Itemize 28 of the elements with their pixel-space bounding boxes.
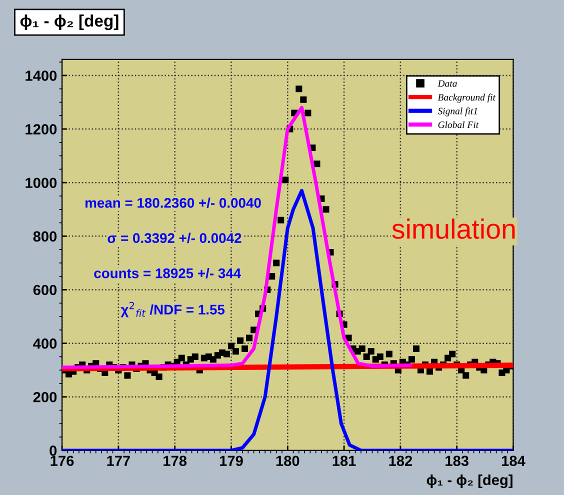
y-tick-label: 1200: [26, 124, 57, 134]
y-tick-label: 1400: [26, 70, 57, 81]
annotation: χ$^{2}$$_{fit}$ /NDF = 1.55: [120, 302, 225, 318]
y-tick-label: 800: [33, 231, 57, 242]
y-tick-label: 600: [33, 284, 57, 296]
chart-title: ϕ₁ - ϕ₂ [deg]: [20, 14, 118, 30]
annotation: mean = 180.2360 +/- 0.0040: [86, 198, 261, 208]
x-tick-label: 181: [332, 456, 356, 466]
x-tick-label: 184: [502, 456, 526, 466]
y-tick-label: 1000: [26, 178, 57, 188]
y-tick-label: 0: [50, 446, 57, 456]
legend-label: Global Fit: [438, 121, 479, 128]
x-tick-label: 178: [164, 456, 187, 466]
x-tick-label: 183: [446, 456, 468, 466]
legend-label: Signal fit1: [438, 107, 477, 116]
y-tick-label: 200: [33, 392, 57, 402]
x-tick-label: 176: [50, 456, 74, 466]
x-tick-label: 180: [276, 456, 300, 466]
annotation: counts = 18925 +/- 344: [94, 268, 242, 278]
x-tick-label: 182: [389, 456, 412, 466]
annotation: σ = 0.3392 +/- 0.0042: [108, 232, 242, 244]
x-tick-label: 177: [107, 456, 130, 466]
legend-label: Background fit: [438, 94, 496, 103]
x-axis-title: ϕ₁ - ϕ₂ [deg]: [426, 474, 512, 488]
annotation: simulation: [392, 218, 515, 239]
x-tick-label: 179: [220, 456, 243, 466]
y-tick-label: 400: [33, 338, 57, 349]
legend-label: Data: [438, 80, 457, 87]
